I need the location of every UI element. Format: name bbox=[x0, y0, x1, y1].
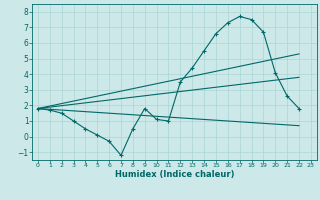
X-axis label: Humidex (Indice chaleur): Humidex (Indice chaleur) bbox=[115, 170, 234, 179]
